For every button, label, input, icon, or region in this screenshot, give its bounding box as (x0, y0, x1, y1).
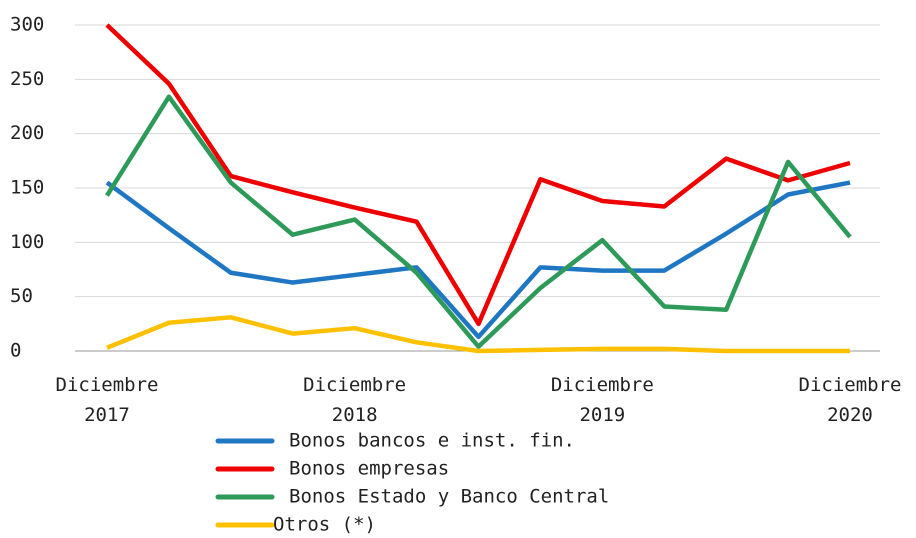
y-tick-label: 150 (10, 177, 44, 199)
legend-label: Bonos Estado y Banco Central (289, 486, 609, 508)
x-tick-label: Diciembre 2017 (55, 374, 159, 426)
series-line (105, 94, 852, 349)
legend-label: Bonos bancos e inst. fin. (289, 430, 575, 452)
y-tick-label: 200 (10, 122, 44, 144)
y-tick-label: 300 (10, 14, 44, 36)
series-line (105, 180, 851, 340)
series-line (105, 23, 851, 327)
y-tick-label: 250 (10, 68, 44, 90)
legend-label: Otros (*) (273, 514, 376, 536)
x-tick-label: Diciembre 2018 (303, 374, 407, 426)
y-tick-label: 0 (10, 340, 21, 362)
x-tick-label: Diciembre 2019 (550, 374, 654, 426)
legend-label: Bonos empresas (289, 458, 449, 480)
y-tick-label: 50 (10, 285, 33, 307)
series-line (106, 315, 850, 354)
y-tick-label: 100 (10, 231, 44, 253)
x-tick-label: Diciembre 2020 (798, 374, 902, 426)
